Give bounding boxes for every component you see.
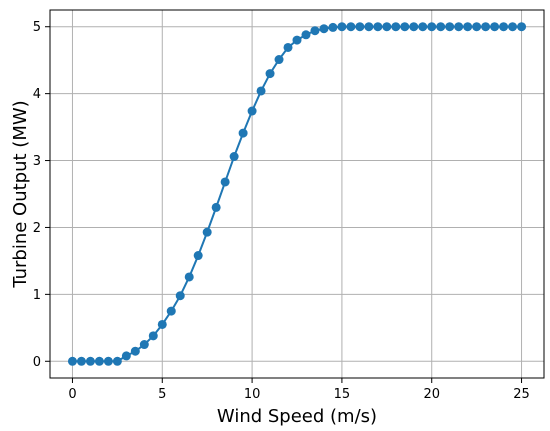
- data-point: [499, 22, 509, 32]
- data-point: [292, 35, 302, 45]
- y-tick-label: 4: [33, 87, 41, 102]
- data-point: [112, 356, 122, 366]
- data-point: [175, 291, 185, 301]
- data-point: [103, 356, 113, 366]
- data-point: [139, 340, 149, 350]
- data-point: [472, 22, 482, 32]
- y-tick-label: 3: [33, 154, 41, 169]
- data-point: [373, 22, 383, 32]
- y-tick-label: 5: [33, 20, 41, 35]
- data-point: [130, 346, 140, 356]
- data-point: [148, 331, 158, 341]
- data-point: [436, 22, 446, 32]
- x-tick-label: 15: [334, 387, 351, 402]
- data-point: [229, 152, 239, 162]
- series-line: [72, 25, 522, 363]
- y-tick-label: 1: [33, 288, 41, 303]
- data-point: [355, 22, 365, 32]
- data-point: [220, 177, 230, 187]
- data-point: [85, 356, 95, 366]
- data-point: [283, 42, 293, 52]
- data-point: [121, 351, 131, 361]
- data-point: [427, 22, 437, 32]
- data-point: [454, 22, 464, 32]
- data-point: [346, 22, 356, 32]
- data-point: [391, 22, 401, 32]
- x-axis-label: Wind Speed (m/s): [217, 406, 377, 427]
- series-layer: [67, 22, 527, 366]
- data-point: [364, 22, 374, 32]
- y-tick-label: 0: [33, 355, 41, 370]
- data-point: [67, 356, 77, 366]
- data-point: [274, 55, 284, 65]
- data-point: [184, 272, 194, 282]
- x-tick-label: 20: [423, 387, 440, 402]
- data-point: [445, 22, 455, 32]
- data-point: [490, 22, 500, 32]
- data-point: [508, 22, 518, 32]
- data-point: [481, 22, 491, 32]
- grid-lines: [50, 10, 544, 378]
- data-point: [166, 306, 176, 316]
- x-tick-label: 10: [244, 387, 261, 402]
- data-point: [409, 22, 419, 32]
- data-point: [463, 22, 473, 32]
- data-point: [382, 22, 392, 32]
- data-point: [301, 30, 311, 40]
- data-point: [517, 22, 527, 32]
- data-point: [418, 22, 428, 32]
- data-point: [337, 22, 347, 32]
- y-axis-label: Turbine Output (MW): [10, 100, 31, 288]
- data-point: [94, 356, 104, 366]
- axes-layer: 0 5 10 15 20 25 0 1 2 3 4 5: [33, 20, 530, 402]
- data-point: [319, 24, 329, 34]
- data-point: [202, 227, 212, 237]
- x-tick-label: 25: [513, 387, 530, 402]
- data-point: [265, 69, 275, 79]
- y-tick-label: 2: [33, 221, 41, 236]
- data-point: [400, 22, 410, 32]
- plot-frame: [49, 9, 545, 379]
- data-point: [247, 106, 257, 116]
- data-point: [193, 251, 203, 261]
- data-point: [310, 26, 320, 36]
- data-point: [157, 319, 167, 329]
- data-point: [328, 22, 338, 32]
- x-tick-label: 0: [68, 387, 76, 402]
- data-point: [211, 202, 221, 212]
- data-point: [76, 356, 86, 366]
- data-point: [256, 86, 266, 96]
- data-point: [238, 128, 248, 138]
- x-tick-label: 5: [158, 387, 166, 402]
